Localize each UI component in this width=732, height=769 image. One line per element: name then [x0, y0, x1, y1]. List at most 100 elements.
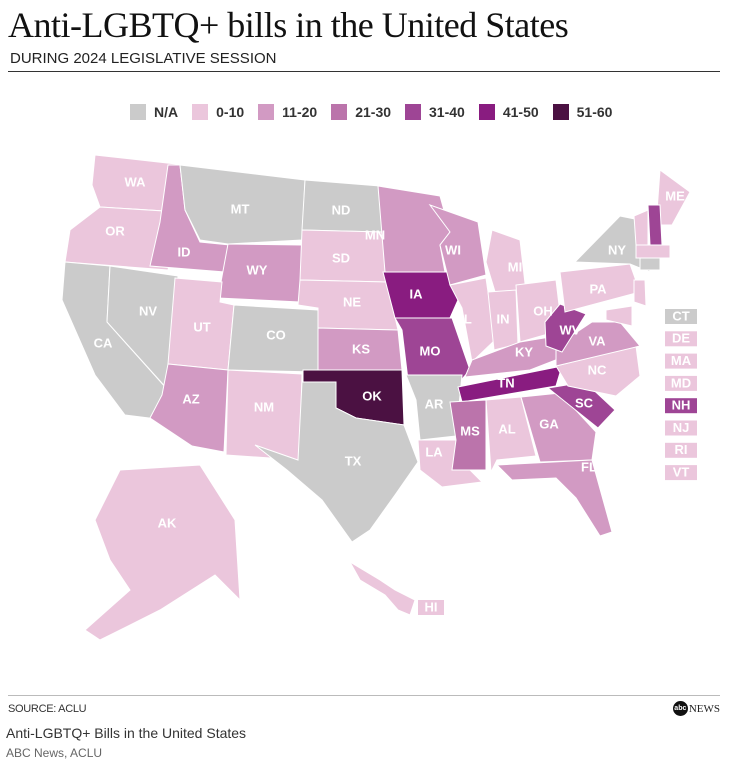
- state-va: [555, 321, 641, 367]
- state-label: NC: [588, 362, 607, 377]
- state-ma: [635, 244, 671, 259]
- state-label: GA: [539, 416, 559, 431]
- caption: Anti-LGBTQ+ Bills in the United States: [6, 725, 247, 741]
- small-state-label: DE: [672, 331, 690, 346]
- legend-label: N/A: [154, 104, 179, 120]
- legend-label: 31-40: [429, 104, 465, 120]
- state-tx: [254, 381, 419, 543]
- small-state-box: [665, 309, 697, 324]
- state-ak: [84, 464, 241, 641]
- chart-title: Anti-LGBTQ+ bills in the United States: [8, 5, 569, 45]
- state-label: OK: [362, 388, 382, 403]
- state-label: AR: [425, 396, 444, 411]
- small-state-label: NJ: [673, 420, 690, 435]
- state-de: [605, 305, 633, 327]
- state-nm: [225, 369, 303, 461]
- state-label: OH: [533, 303, 553, 318]
- state-label: MN: [365, 227, 385, 242]
- legend-swatch: [552, 104, 569, 120]
- small-state-label: VT: [673, 465, 690, 480]
- legend-label: 41-50: [502, 104, 539, 120]
- logo-text: NEWS: [688, 702, 720, 715]
- state-label: SD: [332, 250, 350, 265]
- legend-swatch: [192, 104, 209, 120]
- state-label: ME: [665, 188, 685, 203]
- state-label: AK: [158, 515, 177, 530]
- legend-swatch: [405, 104, 422, 120]
- source-note: SOURCE: ACLU: [8, 703, 87, 715]
- small-state-label: NH: [672, 398, 691, 413]
- state-label: WV: [560, 322, 581, 337]
- state-tn: [457, 365, 563, 403]
- legend-item: 11-20: [258, 104, 317, 120]
- legend-item: 31-40: [405, 104, 465, 120]
- legend-label: 11-20: [282, 104, 318, 120]
- legend-swatch: [130, 104, 146, 120]
- state-ms: [449, 399, 487, 471]
- state-label: CO: [266, 327, 286, 342]
- state-wv: [544, 303, 587, 353]
- legend-item: 21-30: [331, 104, 391, 120]
- small-state-box: [665, 398, 697, 414]
- legend-label: 51-60: [576, 104, 613, 120]
- state-label: UT: [193, 319, 210, 334]
- us-map: WA OR CA NV ID MT WY UT CO AZ NM ND SD NE KS OK TX MN IA MO…: [61, 154, 697, 641]
- credit: ABC News, ACLU: [6, 746, 103, 760]
- state-label: ID: [178, 244, 191, 259]
- legend-item: 0-10: [192, 104, 244, 120]
- small-state-box: [665, 420, 697, 436]
- state-label: MI: [508, 259, 522, 274]
- state-nh: [647, 204, 663, 246]
- state-label: IA: [410, 286, 424, 301]
- small-state-label: MA: [671, 353, 692, 368]
- state-ga: [520, 392, 597, 463]
- legend-item: 41-50: [478, 104, 539, 120]
- legend-label: 0-10: [216, 104, 245, 120]
- small-state-label: MD: [671, 375, 691, 390]
- legend-label: 21-30: [355, 104, 392, 120]
- state-label: NY: [608, 242, 626, 257]
- chart-subtitle: DURING 2024 LEGISLATIVE SESSION: [10, 50, 277, 67]
- state-label: WY: [247, 262, 268, 277]
- divider: [8, 695, 720, 696]
- legend: N/A 0-10 11-20 21-30 31-40 41-50 51-60: [130, 104, 612, 120]
- abc-logo-mark: abc: [672, 701, 688, 716]
- small-state-label: RI: [675, 442, 688, 457]
- state-label: NM: [254, 399, 274, 414]
- state-ia: [382, 271, 459, 319]
- state-label: IN: [497, 311, 510, 326]
- state-hi: [348, 560, 416, 616]
- state-label: SC: [575, 395, 594, 410]
- small-state-box: [665, 465, 697, 481]
- state-nj: [633, 279, 647, 307]
- state-label: FL: [581, 459, 597, 474]
- abc-news-logo: abc NEWS: [672, 701, 720, 716]
- state-label: WI: [445, 242, 461, 257]
- state-ct: [639, 257, 661, 271]
- state-label: KS: [352, 341, 370, 356]
- state-label: PA: [589, 281, 607, 296]
- legend-swatch: [478, 104, 495, 120]
- state-vt: [633, 209, 649, 246]
- legend-item: 51-60: [552, 104, 613, 120]
- state-label: MS: [460, 423, 480, 438]
- state-label: LA: [425, 444, 443, 459]
- state-mn: [377, 185, 451, 273]
- state-label: KY: [515, 344, 533, 359]
- state-label: TN: [497, 375, 514, 390]
- small-state-box: [665, 331, 697, 347]
- state-al: [485, 396, 537, 474]
- state-fl: [495, 459, 613, 537]
- small-state-box: [665, 375, 697, 391]
- small-state-box: [665, 353, 697, 369]
- state-label: ND: [332, 202, 351, 217]
- state-label: MT: [231, 201, 250, 216]
- state-label: AL: [498, 421, 515, 436]
- state-label: OR: [105, 223, 125, 238]
- legend-swatch: [331, 104, 348, 120]
- small-state-label: CT: [672, 308, 689, 323]
- state-label: NV: [139, 303, 157, 318]
- legend-swatch: [258, 104, 275, 120]
- divider: [8, 71, 720, 72]
- state-label: MO: [420, 343, 441, 358]
